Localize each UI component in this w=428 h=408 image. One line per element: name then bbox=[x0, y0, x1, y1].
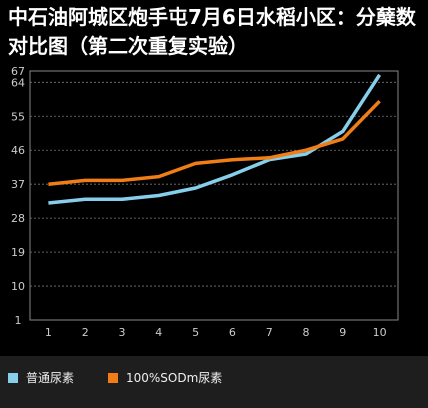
grid-lines bbox=[30, 81, 398, 287]
y-tick-label: 19 bbox=[11, 246, 25, 259]
legend-swatch-series-1 bbox=[8, 372, 18, 383]
y-tick-label: 1 bbox=[15, 314, 22, 327]
x-tick-label: 8 bbox=[303, 326, 310, 339]
x-tick-labels: 1 2 3 4 5 6 7 8 9 10 bbox=[45, 326, 387, 339]
x-tick-label: 2 bbox=[82, 326, 89, 339]
x-tick-label: 10 bbox=[373, 326, 387, 339]
legend-label-series-2: 100%SODm尿素 bbox=[126, 371, 223, 385]
legend: 普通尿素 100%SODm尿素 bbox=[0, 356, 428, 408]
chart-title: 中石油阿城区炮手屯7月6日水稻小区：分蘖数对比图（第二次重复实验） bbox=[8, 5, 416, 58]
y-tick-label: 64 bbox=[11, 76, 25, 89]
legend-swatch-series-2 bbox=[108, 372, 118, 383]
x-tick-label: 3 bbox=[119, 326, 126, 339]
y-tick-label: 10 bbox=[11, 280, 25, 293]
x-tick-label: 1 bbox=[45, 326, 52, 339]
legend-item-series-2: 100%SODm尿素 bbox=[108, 369, 222, 386]
plot-area bbox=[29, 70, 399, 321]
series-line-1 bbox=[48, 73, 382, 205]
x-tick-label: 7 bbox=[266, 326, 273, 339]
x-tick-label: 4 bbox=[155, 326, 162, 339]
series-lines bbox=[48, 73, 382, 205]
legend-item-series-1: 普通尿素 bbox=[8, 369, 74, 386]
y-tick-label: 46 bbox=[11, 144, 25, 157]
x-tick-label: 9 bbox=[339, 326, 346, 339]
y-tick-label: 55 bbox=[11, 110, 25, 123]
x-tick-label: 5 bbox=[192, 326, 199, 339]
y-tick-label: 67 bbox=[11, 65, 25, 78]
y-tick-label: 37 bbox=[11, 178, 25, 191]
legend-label-series-1: 普通尿素 bbox=[26, 371, 75, 385]
x-tick-label: 6 bbox=[229, 326, 236, 339]
y-tick-label: 28 bbox=[11, 212, 25, 225]
series-line-2 bbox=[48, 99, 381, 186]
